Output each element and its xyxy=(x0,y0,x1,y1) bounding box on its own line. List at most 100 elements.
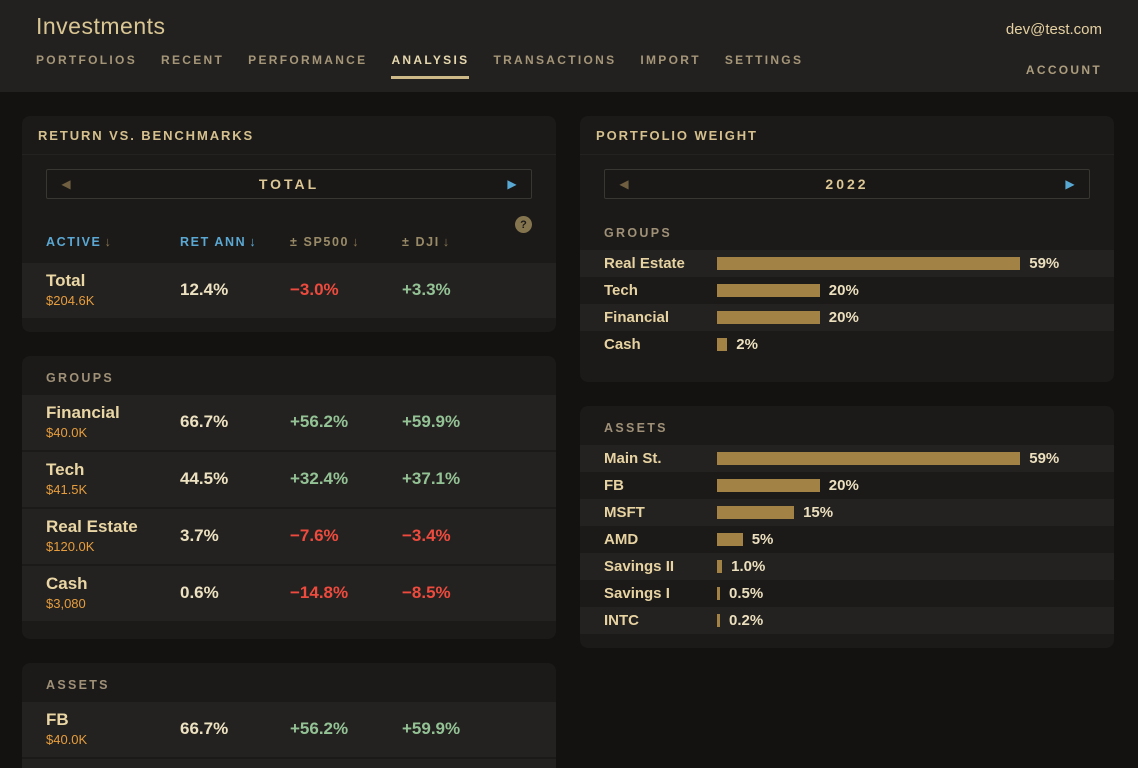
weight-row[interactable]: INTC 0.2% xyxy=(580,607,1114,634)
weight-name: FB xyxy=(604,477,624,494)
row-name: Tech xyxy=(46,460,85,479)
page-title: Investments xyxy=(36,13,166,39)
weight-name: MSFT xyxy=(604,504,645,521)
row-name: Cash xyxy=(46,574,88,593)
table-row[interactable]: FB $40.0K 66.7% +56.2% +59.9% xyxy=(22,702,556,757)
next-year-icon[interactable]: ▶ xyxy=(1065,177,1075,191)
main-nav: PORTFOLIOS RECENT PERFORMANCE ANALYSIS TRANS… xyxy=(36,53,1102,79)
weight-name: AMD xyxy=(604,531,639,548)
assets-label: ASSETS xyxy=(604,421,668,435)
weight-name: Savings II xyxy=(604,558,675,575)
weight-percent: 5% xyxy=(751,531,774,548)
ret-ann-value: 12.4% xyxy=(180,279,229,299)
nav-tab[interactable]: PERFORMANCE xyxy=(248,53,368,67)
weight-percent: 20% xyxy=(828,282,859,299)
assets-rows: FB $40.0K 66.7% +56.2% +59.9% INTC $450 … xyxy=(22,702,556,768)
row-value: $204.6K xyxy=(46,293,95,308)
table-row[interactable]: Financial $40.0K 66.7% +56.2% +59.9% xyxy=(22,395,556,450)
return-vs-benchmarks-card: RETURN VS. BENCHMARKS ◀ TOTAL ▶ ? ACTIVE… xyxy=(22,116,556,332)
app-header: Investments dev@test.com PORTFOLIOS RECEN… xyxy=(0,0,1138,92)
nav-tab[interactable]: SETTINGS xyxy=(724,53,804,67)
vs-dji-value: −8.5% xyxy=(402,582,451,602)
ret-ann-value: 66.7% xyxy=(180,718,229,738)
weight-bar xyxy=(717,284,820,297)
nav-tab-account[interactable]: ACCOUNT xyxy=(1025,63,1102,77)
assets-returns-card: ASSETS FB $40.0K 66.7% +56.2% +59.9% INT… xyxy=(22,663,556,768)
benchmarks-column: RETURN VS. BENCHMARKS ◀ TOTAL ▶ ? ACTIVE… xyxy=(22,116,556,768)
weight-percent: 59% xyxy=(1029,450,1060,467)
weight-row[interactable]: Savings II 1.0% xyxy=(580,553,1114,580)
table-header-row: ? ACTIVE ↓ RET ANN ↓ ± SP500 ↓ ± DJI ↓ xyxy=(22,211,556,263)
vs-sp500-value: +56.2% xyxy=(290,718,349,738)
weight-bar xyxy=(717,614,720,627)
sort-arrow-icon: ↓ xyxy=(249,234,256,249)
table-row[interactable]: INTC $450 66.0% +56.7% +59.7% xyxy=(22,759,556,768)
weight-name: Financial xyxy=(604,309,670,326)
next-period-icon[interactable]: ▶ xyxy=(507,177,517,191)
weight-row[interactable]: Real Estate 59% xyxy=(580,250,1114,277)
weight-bar xyxy=(717,452,1021,465)
nav-tab[interactable]: RECENT xyxy=(161,53,225,67)
nav-tab[interactable]: IMPORT xyxy=(640,53,701,67)
asset-weight-card: ASSETS Main St. 59% FB 20% MSFT 15% AMD … xyxy=(580,406,1114,648)
weight-row[interactable]: Tech 20% xyxy=(580,277,1114,304)
column-header[interactable]: ± DJI ↓ xyxy=(402,234,450,249)
vs-sp500-value: −3.0% xyxy=(290,279,339,299)
vs-sp500-value: −14.8% xyxy=(290,582,349,602)
weight-percent: 0.5% xyxy=(729,585,764,602)
portfolio-weight-card: PORTFOLIO WEIGHT ◀ 2022 ▶ GROUPS Real Es… xyxy=(580,116,1114,382)
content: RETURN VS. BENCHMARKS ◀ TOTAL ▶ ? ACTIVE… xyxy=(0,92,1138,768)
period-selector: ◀ TOTAL ▶ xyxy=(46,169,532,199)
row-value: $120.0K xyxy=(46,539,95,554)
nav-tab[interactable]: PORTFOLIOS xyxy=(36,53,137,67)
group-weight-rows: Real Estate 59% Tech 20% Financial 20% C… xyxy=(580,250,1114,358)
user-email[interactable]: dev@test.com xyxy=(1005,21,1102,38)
column-header[interactable]: RET ANN ↓ xyxy=(180,234,256,249)
weight-row[interactable]: Savings I 0.5% xyxy=(580,580,1114,607)
weight-bar xyxy=(717,311,820,324)
ret-ann-value: 0.6% xyxy=(180,582,219,602)
prev-year-icon[interactable]: ◀ xyxy=(619,177,629,191)
weight-name: Savings I xyxy=(604,585,670,602)
groups-rows: Financial $40.0K 66.7% +56.2% +59.9% Tec… xyxy=(22,395,556,621)
weight-row[interactable]: AMD 5% xyxy=(580,526,1114,553)
prev-period-icon[interactable]: ◀ xyxy=(61,177,71,191)
weight-bar xyxy=(717,338,728,351)
weight-name: Real Estate xyxy=(604,255,685,272)
year-selector: ◀ 2022 ▶ xyxy=(604,169,1090,199)
weight-row[interactable]: Main St. 59% xyxy=(580,445,1114,472)
weight-row[interactable]: Cash 2% xyxy=(580,331,1114,358)
column-header[interactable]: ± SP500 ↓ xyxy=(290,234,359,249)
weight-percent: 0.2% xyxy=(729,612,764,629)
vs-dji-value: +3.3% xyxy=(402,279,451,299)
vs-dji-value: +59.9% xyxy=(402,718,461,738)
weight-bar xyxy=(717,533,743,546)
row-value: $3,080 xyxy=(46,596,86,611)
vs-dji-value: +59.9% xyxy=(402,411,461,431)
weights-column: PORTFOLIO WEIGHT ◀ 2022 ▶ GROUPS Real Es… xyxy=(580,116,1114,768)
ret-ann-value: 66.7% xyxy=(180,411,229,431)
table-row[interactable]: Real Estate $120.0K 3.7% −7.6% −3.4% xyxy=(22,509,556,564)
weight-bar xyxy=(717,506,795,519)
vs-sp500-value: +32.4% xyxy=(290,468,349,488)
weight-row[interactable]: Financial 20% xyxy=(580,304,1114,331)
table-row[interactable]: Total $204.6K 12.4% −3.0% +3.3% xyxy=(22,263,556,318)
table-row[interactable]: Cash $3,080 0.6% −14.8% −8.5% xyxy=(22,566,556,621)
sort-arrow-icon: ↓ xyxy=(352,234,359,249)
nav-tab[interactable]: TRANSACTIONS xyxy=(493,53,617,67)
row-name: Financial xyxy=(46,403,120,422)
help-icon[interactable]: ? xyxy=(515,216,532,233)
weight-bar xyxy=(717,257,1021,270)
table-row[interactable]: Tech $41.5K 44.5% +32.4% +37.1% xyxy=(22,452,556,507)
column-header[interactable]: ACTIVE ↓ xyxy=(46,234,111,249)
year-value: 2022 xyxy=(825,176,869,192)
ret-ann-value: 3.7% xyxy=(180,525,219,545)
weight-percent: 2% xyxy=(736,336,758,353)
vs-sp500-value: −7.6% xyxy=(290,525,339,545)
weight-row[interactable]: MSFT 15% xyxy=(580,499,1114,526)
weight-row[interactable]: FB 20% xyxy=(580,472,1114,499)
asset-weight-rows: Main St. 59% FB 20% MSFT 15% AMD 5% Savi… xyxy=(580,445,1114,634)
row-value: $41.5K xyxy=(46,482,88,497)
card-title: RETURN VS. BENCHMARKS xyxy=(22,116,556,155)
nav-tab[interactable]: ANALYSIS xyxy=(391,53,470,79)
